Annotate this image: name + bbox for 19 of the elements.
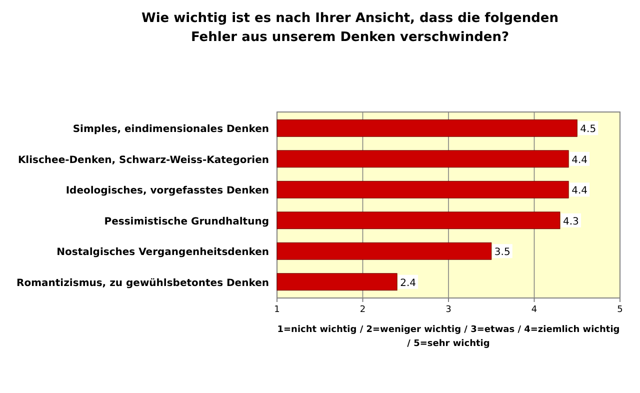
x-tick-label: 4	[531, 305, 538, 315]
x-tick-label: 1	[274, 305, 280, 315]
y-tick-label: Klischee-Denken, Schwarz-Weiss-Kategorien	[18, 154, 269, 166]
y-tick-label: Ideologisches, vorgefasstes Denken	[66, 186, 269, 197]
x-axis-title: 1=nicht wichtig / 2=weniger wichtig / 3=etwas / 4=ziemlich wichtig / 5=sehr wichtig	[277, 325, 620, 349]
chart-title: Wie wichtig ist es nach Ihrer Ansicht, dass die folgenden Fehler aus unserem Denken verschwinden?	[142, 11, 558, 45]
y-tick-label: Simples, eindimensionales Denken	[72, 124, 269, 136]
data-label: 4.4	[572, 154, 588, 166]
x-tick-label: 3	[446, 305, 452, 315]
y-tick-label: Nostalgisches Vergangenheitsdenken	[56, 247, 269, 258]
x-tick-label: 5	[617, 305, 623, 315]
data-label: 3.5	[494, 247, 510, 258]
y-tick-label: Pessimistische Grundhaltung	[104, 216, 269, 228]
y-tick-label: Romantizismus, zu gewühlsbetontes Denken	[16, 278, 269, 289]
data-label: 4.5	[580, 124, 596, 136]
x-tick-label: 2	[360, 305, 366, 315]
data-label: 4.4	[572, 186, 588, 197]
data-label: 4.3	[563, 216, 579, 228]
data-label: 2.4	[400, 278, 416, 289]
